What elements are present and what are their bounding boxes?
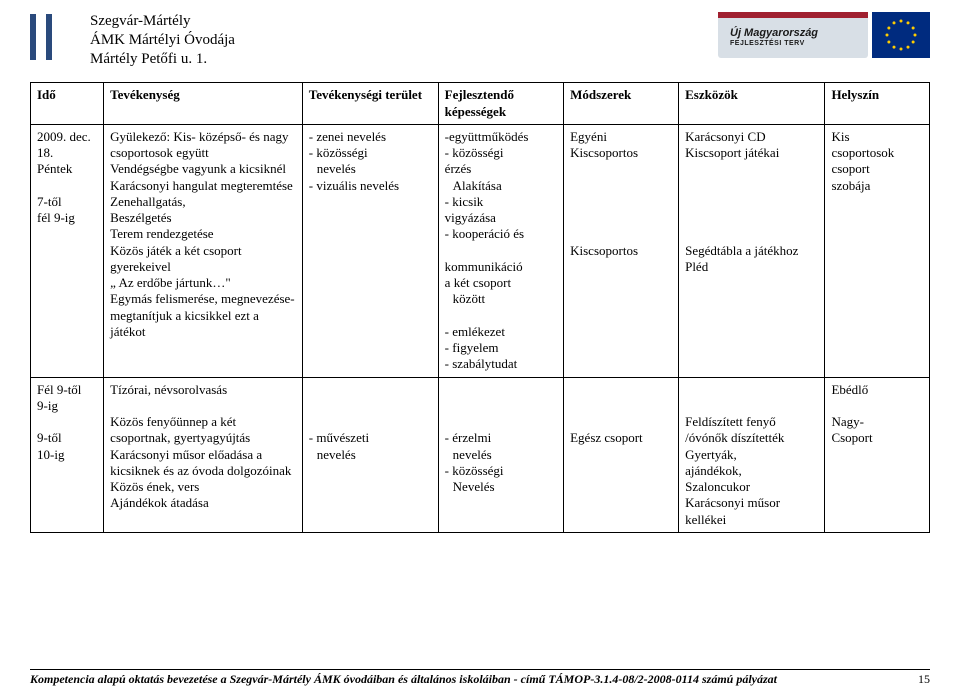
- cell-area: - zenei nevelés- közösséginevelés- vizuá…: [302, 124, 438, 377]
- cell-skills: - érzelminevelés- közösségiNevelés: [438, 377, 563, 532]
- cell-methods: EgyéniKiscsoportos Kiscsoportos: [564, 124, 679, 377]
- cell-skills: -együttműködés- közösségiérzésAlakítása-…: [438, 124, 563, 377]
- cell-methods: Egész csoport: [564, 377, 679, 532]
- header-bars-icon: [30, 14, 62, 60]
- eu-flag-icon: [872, 12, 930, 58]
- col-tools-header: Eszközök: [679, 83, 825, 125]
- eu-stars: [884, 18, 918, 52]
- cell-time: 2009. dec. 18.Péntek 7-tőlfél 9-ig: [31, 124, 104, 377]
- table-header-row: Idő Tevékenység Tevékenységi terület Fej…: [31, 83, 930, 125]
- col-place-header: Helyszín: [825, 83, 930, 125]
- cell-tools: Feldíszített fenyő/óvónők díszítettékGye…: [679, 377, 825, 532]
- umo-stripe: [718, 12, 868, 18]
- col-skills-header: Fejlesztendő képességek: [438, 83, 563, 125]
- cell-time: Fél 9-től9-ig 9-től10-ig: [31, 377, 104, 532]
- header-bar: [46, 14, 52, 60]
- header-bar: [30, 14, 36, 60]
- col-activity-header: Tevékenység: [104, 83, 303, 125]
- header-logos: Új Magyarország FEJLESZTÉSI TERV: [718, 12, 930, 58]
- page-number: 15: [918, 672, 930, 687]
- schedule-table: Idő Tevékenység Tevékenységi terület Fej…: [30, 82, 930, 533]
- cell-place: Ebédlő Nagy-Csoport: [825, 377, 930, 532]
- institution-title: Szegvár-Mártély ÁMK Mártélyi Óvodája Már…: [90, 12, 235, 68]
- page-header: Szegvár-Mártély ÁMK Mártélyi Óvodája Már…: [30, 12, 930, 68]
- cell-activity: Tízórai, névsorolvasás Közös fenyőünnep …: [104, 377, 303, 532]
- table-row: 2009. dec. 18.Péntek 7-tőlfél 9-ig Gyüle…: [31, 124, 930, 377]
- institution-line: Szegvár-Mártély: [90, 12, 235, 31]
- col-area-header: Tevékenységi terület: [302, 83, 438, 125]
- umo-line: Új Magyarország: [730, 28, 818, 40]
- col-time-header: Idő: [31, 83, 104, 125]
- umo-logo-text: Új Magyarország FEJLESZTÉSI TERV: [730, 28, 818, 47]
- footer-text: Kompetencia alapú oktatás bevezetése a S…: [30, 672, 777, 687]
- cell-place: Kiscsoportosokcsoportszobája: [825, 124, 930, 377]
- umo-line: FEJLESZTÉSI TERV: [730, 40, 818, 47]
- cell-activity: Gyülekező: Kis- középső- és nagycsoporto…: [104, 124, 303, 377]
- institution-line: ÁMK Mártélyi Óvodája: [90, 31, 235, 50]
- page-footer: Kompetencia alapú oktatás bevezetése a S…: [30, 669, 930, 687]
- header-left: Szegvár-Mártély ÁMK Mártélyi Óvodája Már…: [30, 12, 235, 68]
- umo-logo-icon: Új Magyarország FEJLESZTÉSI TERV: [718, 12, 868, 58]
- cell-area: - művészetinevelés: [302, 377, 438, 532]
- table-row: Fél 9-től9-ig 9-től10-ig Tízórai, névsor…: [31, 377, 930, 532]
- col-methods-header: Módszerek: [564, 83, 679, 125]
- institution-line: Mártély Petőfi u. 1.: [90, 50, 235, 69]
- cell-tools: Karácsonyi CDKiscsoport játékai Segédtáb…: [679, 124, 825, 377]
